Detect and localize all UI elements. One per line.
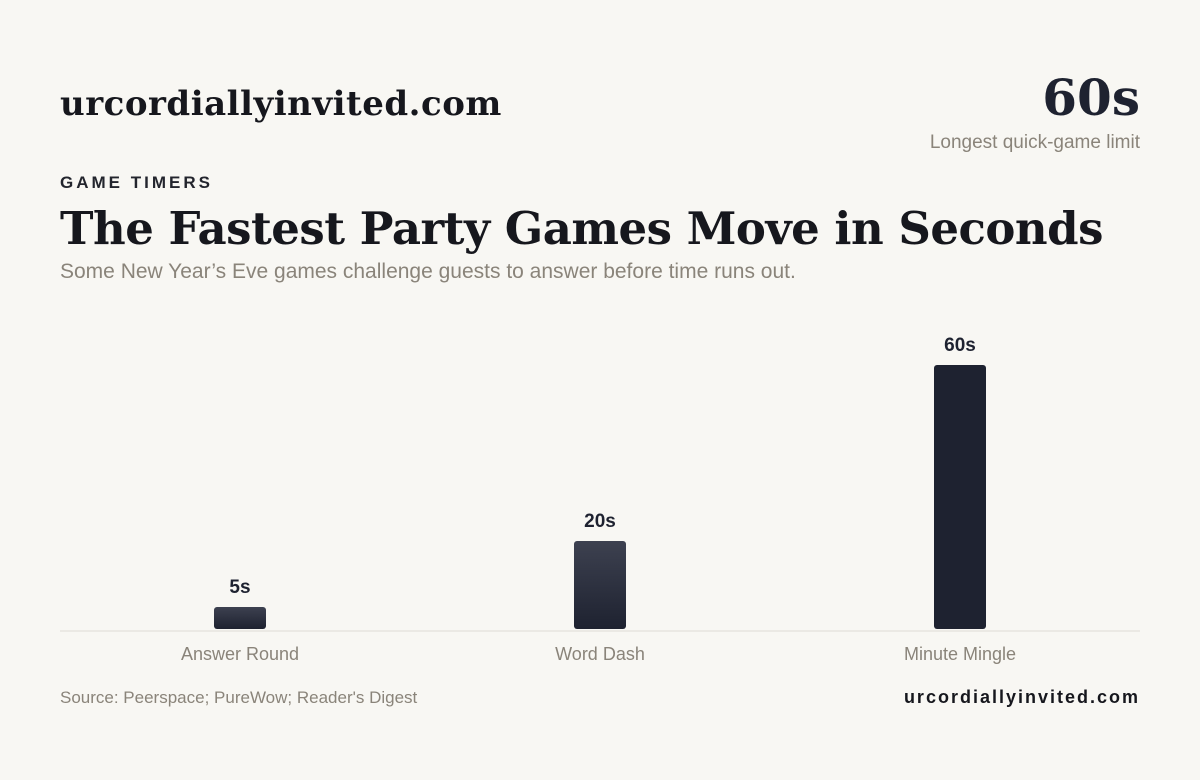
bar-value-label: 5s [229,577,250,598]
x-tick-label: Answer Round [181,644,299,664]
labels-group: 5s Answer Round 20s Word Dash 60s Minute Ming… [181,335,1016,664]
chart-subtitle: Some New Year’s Eve games challenge gues… [60,260,796,283]
highlight-stat-value: 60s [1042,68,1140,127]
bar-value-label: 60s [944,335,976,356]
bar-word-dash [574,541,626,629]
highlight-stat-label: Longest quick-game limit [929,132,1140,153]
chart-title: The Fastest Party Games Move in Seconds [60,202,1103,255]
footer-brand: urcordiallyinvited.com [903,687,1140,707]
source-note: Source: Peerspace; PureWow; Reader's Dig… [60,688,418,707]
x-tick-label: Minute Mingle [904,644,1016,664]
x-tick-label: Word Dash [555,644,645,664]
section-eyebrow: GAME TIMERS [60,173,213,192]
bar-minute-mingle [934,365,986,629]
bar-answer-round [214,607,266,629]
brand-logo: urcordiallyinvited.com [60,84,502,124]
bars-group [214,365,986,629]
bar-value-label: 20s [584,511,616,532]
